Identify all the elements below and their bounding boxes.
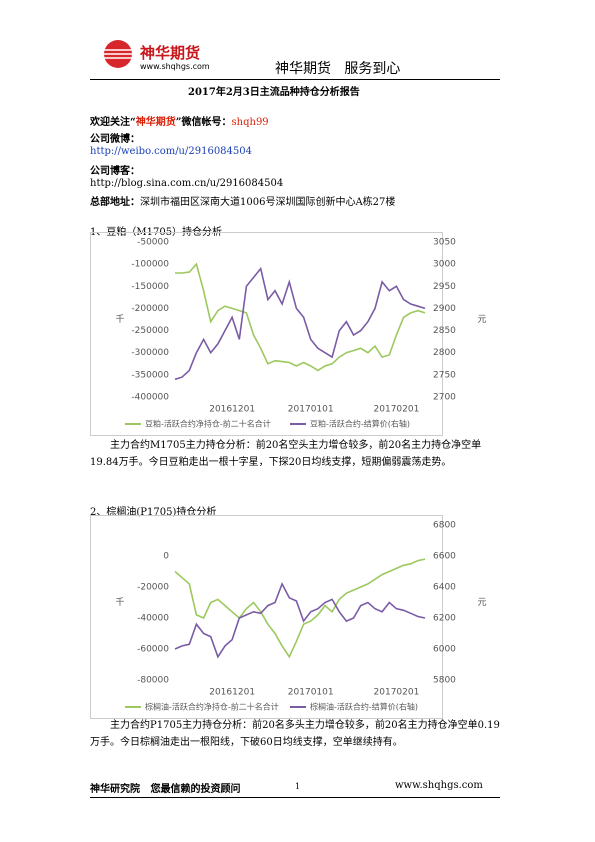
legend-label: 豆粕-活跃合约-结算价(右轴) (310, 419, 410, 429)
legend-label: 棕榈油-活跃合约净持仓-前二十名合计 (145, 702, 279, 712)
y-tick-label: -400000 (131, 393, 169, 403)
text: 深圳市福田区深南大道1006号深圳国际创新中心A栋27楼 (140, 197, 396, 208)
y2-tick-label: 6600 (433, 552, 456, 562)
x-tick-label: 20170101 (288, 405, 334, 415)
footer-left: 神华研究院 您最信赖的投资顾问 (90, 784, 241, 795)
y2-tick-label: 5800 (433, 676, 456, 686)
blog-label: 公司博客： (90, 166, 140, 177)
y-tick-label: -20000 (137, 583, 169, 593)
series-line (175, 262, 426, 372)
x-tick-label: 20170101 (288, 688, 334, 698)
blog-url: http://blog.sina.com.cn/u/2916084504 (90, 178, 284, 189)
y-tick-label: -350000 (131, 370, 169, 380)
y2-tick-label: 3000 (433, 260, 456, 270)
y-tick-label: -50000 (137, 238, 169, 248)
text: ”微信帐号： (175, 117, 232, 128)
chart: 千 元 -80000 -60000 -40000 -20000 0 5800 6000 6200 6… (90, 515, 487, 719)
y2-axis-label: 元 (477, 315, 486, 325)
x-tick-label: 20170201 (374, 688, 420, 698)
slogan: 神华期货 服务到心 (275, 61, 401, 77)
logo-text: 神华期货 (140, 44, 201, 62)
y2-tick-label: 2800 (433, 348, 456, 358)
logo-mark (94, 40, 134, 68)
y2-tick-label: 3050 (433, 238, 456, 248)
chart-frame (90, 515, 443, 719)
x-tick-label: 20161201 (209, 688, 255, 698)
series-line (174, 558, 426, 659)
x-tick-label: 20161201 (209, 405, 255, 415)
y2-tick-label: 2700 (433, 393, 456, 403)
chart-frame (90, 232, 443, 436)
y-tick-label: 0 (163, 552, 169, 562)
page-number: 1 (295, 782, 301, 791)
y2-axis-label: 元 (477, 598, 486, 608)
y-tick-label: -150000 (131, 282, 169, 292)
paragraph: 主力合约P1705主力持仓分析：前20名多头主力增仓较多，前20名主力持仓净空单… (90, 720, 500, 748)
weibo-url[interactable]: http://weibo.com/u/2916084504 (90, 146, 252, 157)
series-line (174, 266, 426, 381)
y-tick-label: -300000 (131, 348, 169, 358)
text: 神华期货 (135, 117, 176, 128)
y-tick-label: -80000 (137, 676, 169, 686)
y-axis-label: 千 (115, 314, 124, 325)
y2-tick-label: 6200 (433, 614, 456, 624)
y-tick-label: -60000 (137, 645, 169, 655)
legend-label: 豆粕-活跃合约净持仓-前二十名合计 (145, 419, 271, 429)
rule (90, 797, 500, 798)
footer-right: www.shqhgs.com (395, 780, 483, 791)
chart: 千 元 -400000 -350000 -300000 -250000 -200000 -15… (90, 232, 487, 436)
y2-tick-label: 6800 (433, 521, 456, 531)
text: 总部地址： (90, 197, 140, 208)
y2-tick-label: 2950 (433, 282, 456, 292)
report-title: 2017年2月3日主流品种持仓分析报告 (188, 87, 360, 98)
section-heading: 2、棕榈油(P1705)持仓分析 (90, 507, 217, 518)
text: shqh99 (231, 117, 269, 128)
y-tick-label: -100000 (131, 260, 169, 270)
y-tick-label: -250000 (131, 326, 169, 336)
follow-line: 欢迎关注“神华期货”微信帐号：shqh99 (90, 113, 269, 128)
paragraph: 主力合约M1705主力持仓分析：前20名空头主力增仓较多，前20名主力持仓净空单… (90, 440, 482, 468)
y-tick-label: -200000 (131, 304, 169, 314)
weibo-label: 公司微博： (90, 134, 140, 145)
y2-tick-label: 6000 (433, 645, 456, 655)
y-axis-label: 千 (115, 597, 124, 608)
address-line: 总部地址：深圳市福田区深南大道1006号深圳国际创新中心A栋27楼 (90, 193, 395, 208)
y2-tick-label: 2900 (433, 304, 456, 314)
series-line (174, 581, 426, 659)
legend-label: 棕榈油-活跃合约-结算价(右轴) (310, 702, 418, 712)
rule (90, 79, 500, 80)
text: 欢迎关注“ (90, 117, 136, 128)
y-tick-label: -40000 (137, 614, 169, 624)
logo-site: www.shqhgs.com (140, 62, 210, 71)
x-tick-label: 20170201 (374, 405, 420, 415)
y2-tick-label: 6400 (433, 583, 456, 593)
y2-tick-label: 2750 (433, 370, 456, 380)
y2-tick-label: 2850 (433, 326, 456, 336)
